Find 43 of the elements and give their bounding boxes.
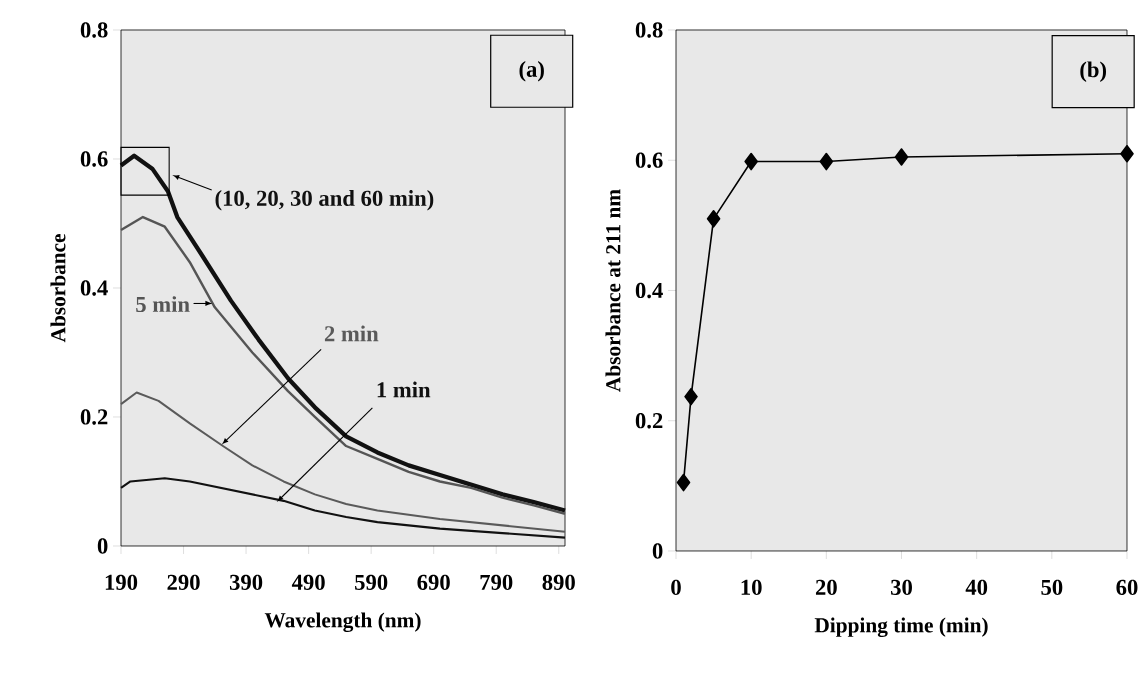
x-tick-label: 50 (1041, 579, 1063, 595)
y-tick-label: 0 (652, 543, 663, 559)
point (684, 387, 698, 406)
y-tick-label: 0.2 (635, 413, 663, 429)
x-axis-title: Dipping time (min) (814, 617, 988, 637)
y-tick-label: 0 (97, 538, 108, 554)
x-tick-label: 190 (105, 574, 138, 590)
x-tick-label: 390 (229, 574, 263, 590)
x-tick-label: 20 (815, 579, 837, 595)
point (706, 210, 721, 228)
point (894, 148, 909, 166)
x-tick-label: 490 (291, 574, 325, 590)
x-tick-label: 40 (965, 579, 988, 595)
x-tick-label: 890 (542, 574, 575, 590)
x-tick-label: 30 (891, 579, 912, 595)
x-tick-label: 590 (355, 574, 388, 590)
y-tick-label: 0.8 (80, 22, 108, 38)
point (744, 152, 758, 171)
series-label: (10, 20, 30 and 60 min) (215, 189, 434, 211)
x-tick-label: 10 (741, 579, 762, 595)
line-series (119, 215, 567, 515)
y-tick-label: 0.2 (80, 409, 108, 425)
x-tick-label: 0 (671, 579, 681, 595)
y-axis-title: Absorbance at 211 nm (605, 189, 621, 392)
y-tick-label: 0.6 (80, 151, 108, 167)
y-tick-label: 0.6 (635, 152, 663, 168)
text: 1 min (377, 381, 431, 398)
x-tick-label: 290 (167, 574, 200, 590)
point (1120, 144, 1134, 163)
series-label: 5 min (136, 296, 190, 313)
annotation: (b) (1080, 61, 1107, 82)
y-tick-label: 0.4 (80, 280, 108, 296)
x-tick-label: 690 (417, 574, 450, 590)
x-axis-title: Wavelength (nm) (264, 612, 421, 632)
text: 2 min (324, 325, 379, 342)
x-tick-label: 60 (1116, 579, 1138, 595)
annotation: (a) (519, 60, 544, 82)
y-tick-label: 0.8 (635, 22, 663, 38)
point (676, 473, 691, 492)
point (819, 152, 834, 171)
y-tick-label: 0.4 (635, 282, 663, 299)
y-axis-title: Absorbance (50, 234, 66, 343)
x-tick-label: 790 (480, 574, 513, 590)
